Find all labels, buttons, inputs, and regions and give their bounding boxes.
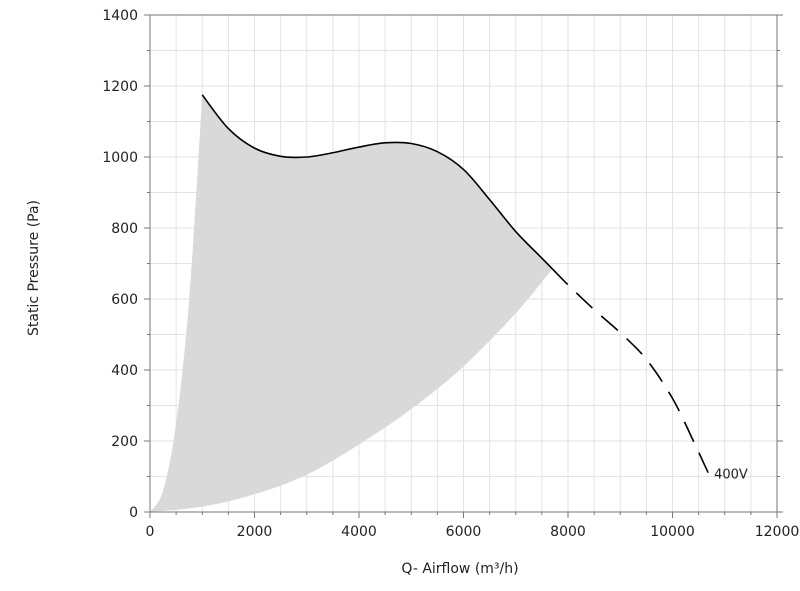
y-tick-label: 600 — [111, 292, 138, 308]
y-tick-label: 200 — [111, 434, 138, 450]
operating-region-fill — [150, 94, 553, 512]
x-tick-label: 0 — [146, 524, 155, 540]
x-tick-label: 2000 — [237, 524, 273, 540]
tick-labels: 0 2000 4000 6000 8000 10000 12000 0 200 400 600 800… — [102, 8, 799, 540]
y-tick-label: 1400 — [102, 8, 138, 24]
series-line-0 — [551, 268, 710, 476]
operating-region — [150, 94, 553, 512]
y-axis-title: Static Pressure (Pa) — [26, 200, 42, 336]
x-axis-title: Q- Airflow (m³/h) — [401, 561, 518, 577]
x-tick-label: 6000 — [446, 524, 482, 540]
x-tick-label: 12000 — [755, 524, 800, 540]
x-tick-label: 10000 — [650, 524, 695, 540]
x-tick-label: 8000 — [550, 524, 586, 540]
fan-curve-solid — [201, 94, 553, 270]
x-tick-label: 4000 — [341, 524, 377, 540]
series-label-0: 400V — [714, 468, 748, 483]
y-tick-label: 400 — [111, 363, 138, 379]
y-tick-label: 1200 — [102, 79, 138, 95]
y-tick-label: 0 — [129, 505, 138, 521]
curves: 400V — [201, 94, 748, 483]
y-tick-label: 800 — [111, 221, 138, 237]
axes — [144, 14, 783, 518]
y-tick-label: 1000 — [102, 150, 138, 166]
